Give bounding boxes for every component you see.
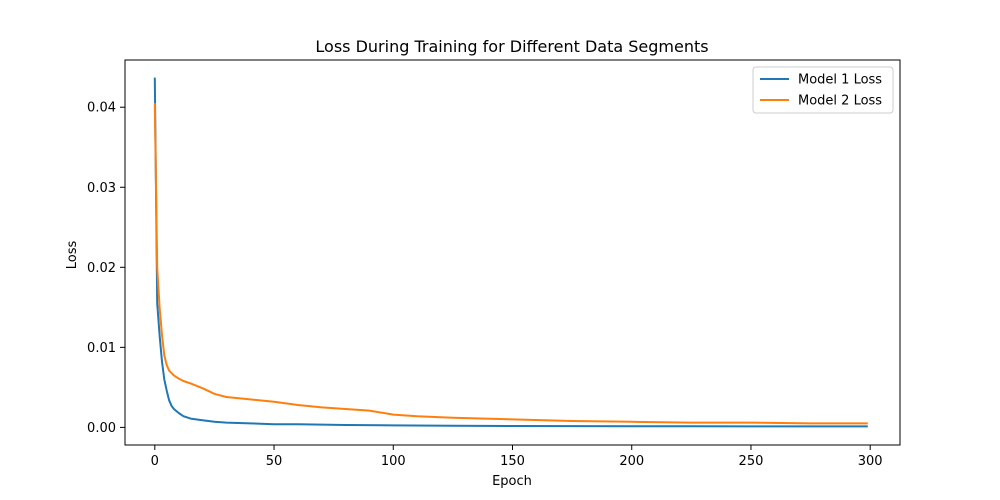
x-tick-label: 100 bbox=[381, 454, 406, 469]
x-axis: 0 50 100 150 200 250 300 bbox=[151, 445, 883, 469]
y-tick-label: 0.00 bbox=[87, 421, 116, 436]
y-tick-label: 0.04 bbox=[87, 101, 116, 116]
legend: Model 1 Loss Model 2 Loss bbox=[752, 66, 894, 114]
series-line-model-2 bbox=[153, 103, 868, 425]
x-tick-label: 0 bbox=[151, 454, 159, 469]
x-tick-label: 150 bbox=[500, 454, 525, 469]
x-tick-label: 200 bbox=[619, 454, 644, 469]
legend-label-model-2: Model 2 Loss bbox=[798, 94, 882, 109]
legend-label-model-1: Model 1 Loss bbox=[798, 73, 882, 88]
x-tick-label: 250 bbox=[739, 454, 764, 469]
x-tick-label: 50 bbox=[266, 454, 283, 469]
series-line-model-1 bbox=[153, 77, 868, 428]
y-tick-label: 0.01 bbox=[87, 341, 116, 356]
x-axis-label: Epoch bbox=[492, 474, 532, 489]
y-axis-label: Loss bbox=[65, 241, 80, 270]
y-tick-label: 0.03 bbox=[87, 181, 116, 196]
chart-title: Loss During Training for Different Data … bbox=[315, 37, 708, 56]
plot-frame bbox=[124, 59, 901, 446]
y-axis: 0.00 0.01 0.02 0.03 0.04 bbox=[87, 101, 125, 436]
x-tick-label: 300 bbox=[858, 454, 883, 469]
y-tick-label: 0.02 bbox=[87, 261, 116, 276]
plot-area bbox=[153, 77, 868, 428]
